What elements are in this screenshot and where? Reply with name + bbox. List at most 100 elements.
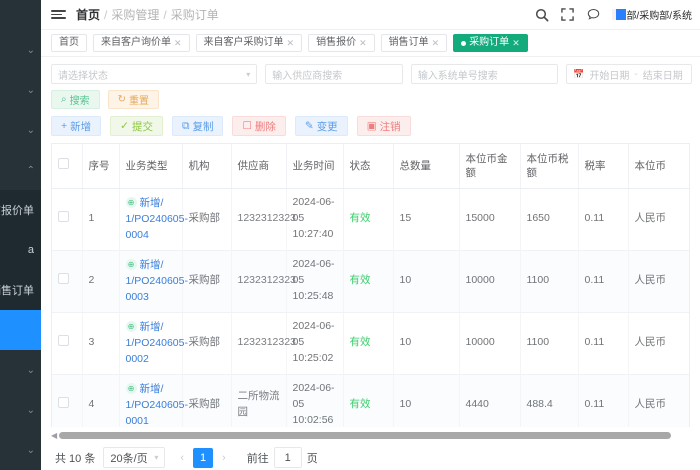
tab-customer-purchase-order[interactable]: 来自客户采购订单 ✕	[195, 34, 303, 52]
column-header-taxamount: 本位币税额	[520, 144, 579, 189]
row-select-cell	[52, 188, 83, 251]
sidebar-item-quote[interactable]: 商报价单	[0, 190, 41, 230]
row-checkbox[interactable]	[58, 210, 69, 222]
sidebar-item-a[interactable]: a	[0, 230, 41, 270]
tab-customer-inquiry[interactable]: 来自客户询价单 ✕	[93, 34, 190, 52]
supplier-search-input[interactable]: 输入供应商搜索	[265, 64, 403, 84]
reset-button[interactable]: ↻ 重置	[107, 90, 159, 109]
breadcrumb-item-purchase-order[interactable]: 采购订单	[170, 8, 219, 22]
table-row[interactable]: 4 ⊕ 新增/ 1/PO240605-0001 采购部 二所物流园	[52, 374, 689, 427]
table-row[interactable]: 3 ⊕ 新增/ 1/PO240605-0002 采购部 123231	[52, 312, 689, 375]
next-page-button[interactable]: ›	[222, 451, 226, 464]
user-account[interactable]: 部/采购部/系统	[612, 7, 692, 22]
cell-currency: 人民币	[628, 374, 689, 427]
row-checkbox[interactable]	[58, 272, 69, 284]
cell-biztype: ⊕ 新增/ 1/PO240605-0002	[119, 312, 188, 375]
scrollbar-thumb[interactable]	[59, 432, 672, 439]
cell-index: 2	[82, 250, 120, 313]
prev-page-button[interactable]: ‹	[180, 451, 185, 464]
close-icon[interactable]: ✕	[359, 38, 367, 48]
cell-biztype-label[interactable]: 新增/	[139, 196, 164, 209]
cell-biztype-label[interactable]: 新增/	[139, 382, 164, 395]
cancel-button[interactable]: ▣ 注销	[356, 116, 411, 136]
breadcrumb-home[interactable]: 首页	[76, 8, 101, 22]
scroll-left-icon[interactable]: ◀	[51, 431, 58, 440]
status-select[interactable]: 请选择状态 ▾	[51, 64, 258, 84]
sidebar-collapsed-row[interactable]: ⌄	[0, 350, 41, 390]
status-badge: 有效	[343, 188, 394, 251]
change-button[interactable]: ✎ 变更	[294, 116, 348, 136]
tab-label: 首页	[59, 37, 79, 48]
cell-currency: 人民币	[628, 188, 689, 251]
row-checkbox[interactable]	[58, 334, 69, 346]
delete-button[interactable]: ☐ 删除	[232, 116, 286, 136]
message-icon[interactable]	[586, 7, 601, 22]
date-range-picker[interactable]: 📅 开始日期 - 结束日期	[566, 64, 693, 84]
cell-time: 2024-06-05 10:25:02	[286, 312, 344, 375]
page-size-select[interactable]: 20条/页 ▾	[103, 447, 166, 468]
sidebar-collapsed-row[interactable]: ⌄	[0, 30, 41, 70]
cell-biztype-code[interactable]: 1/PO240605-0002	[125, 336, 188, 366]
select-all-checkbox[interactable]	[58, 158, 69, 170]
sidebar-item-active[interactable]	[0, 310, 41, 350]
page-jump-input[interactable]: 1	[273, 447, 302, 468]
chevron-down-icon: ▾	[246, 69, 251, 79]
sidebar-collapsed-row[interactable]: ⌄	[0, 110, 41, 150]
filter-bar: 请选择状态 ▾ 输入供应商搜索 输入系统单号搜索 📅 开始日期 - 结束日期	[41, 57, 700, 84]
table-row[interactable]: 2 ⊕ 新增/ 1/PO240605-0003 采购部 123231	[52, 250, 689, 313]
sidebar-collapsed-row[interactable]: ⌄	[0, 430, 41, 470]
close-icon[interactable]: ✕	[512, 38, 520, 48]
scrollbar-track[interactable]	[59, 432, 690, 439]
sidebar-collapsed-row[interactable]: ⌄	[0, 390, 41, 430]
cell-taxrate: 0.11	[578, 374, 629, 427]
delete-button-label: 删除	[254, 120, 276, 133]
action-button-row: + 新增 ✓ 提交 ⧉ 复制 ☐ 删除 ✎ 变更 ▣ 注销	[41, 109, 700, 143]
cell-supplier: 1232312323	[231, 188, 296, 251]
cell-biztype-code[interactable]: 1/PO240605-0004	[125, 212, 188, 242]
sidebar-item-sales-order[interactable]: 商销售订单	[0, 270, 41, 310]
tab-sales-order[interactable]: 销售订单 ✕	[380, 34, 448, 52]
cell-currency: 人民币	[628, 312, 689, 375]
tab-sales-quote[interactable]: 销售报价 ✕	[308, 34, 375, 52]
page-number-1[interactable]: 1	[193, 447, 214, 468]
system-no-search-input[interactable]: 输入系统单号搜索	[410, 64, 559, 84]
cell-currency: 人民币	[628, 250, 689, 313]
system-no-search-placeholder: 输入系统单号搜索	[417, 70, 498, 82]
chevron-down-icon: ⌄	[26, 124, 35, 136]
cell-org: 采购部	[182, 312, 232, 375]
cell-biztype: ⊕ 新增/ 1/PO240605-0001	[119, 374, 188, 427]
table-body: 1 ⊕ 新增/ 1/PO240605-0004 采购部 123231	[52, 188, 689, 427]
copy-button[interactable]: ⧉ 复制	[171, 116, 224, 136]
table-horizontal-scrollbar[interactable]: ◀	[51, 431, 690, 440]
row-checkbox[interactable]	[58, 396, 69, 408]
close-icon[interactable]: ✕	[431, 38, 440, 48]
close-icon[interactable]: ✕	[286, 38, 295, 48]
tab-home[interactable]: 首页	[51, 34, 87, 52]
status-circle-icon: ⊕	[125, 259, 137, 271]
cell-biztype-code[interactable]: 1/PO240605-0001	[125, 398, 188, 427]
fullscreen-icon[interactable]	[560, 7, 575, 22]
search-button[interactable]: ⌕ 搜索	[51, 90, 100, 109]
cell-time: 2024-06-05 10:02:56	[286, 374, 344, 427]
sidebar-collapsed-row[interactable]: ⌃	[0, 150, 41, 190]
top-bar-actions: 部/采购部/系统	[534, 7, 692, 22]
cell-biztype-label[interactable]: 新增/	[139, 320, 164, 333]
cell-biztype-label[interactable]: 新增/	[139, 258, 164, 271]
tab-purchase-order[interactable]: 采购订单 ✕	[453, 34, 528, 52]
breadcrumb-item-purchase-mgmt[interactable]: 采购管理	[111, 8, 160, 22]
chevron-up-icon: ⌃	[26, 164, 35, 176]
cell-biztype-code[interactable]: 1/PO240605-0003	[125, 274, 188, 304]
sidebar-collapsed-row[interactable]: ⌄	[0, 70, 41, 110]
hamburger-icon[interactable]	[51, 10, 66, 19]
add-button[interactable]: + 新增	[51, 116, 102, 136]
cell-amount: 15000	[459, 188, 521, 251]
status-circle-icon: ⊕	[125, 383, 137, 395]
page-jump-unit: 页	[306, 452, 318, 465]
table-row[interactable]: 1 ⊕ 新增/ 1/PO240605-0004 采购部 123231	[52, 188, 689, 251]
chevron-down-icon: ⌄	[26, 84, 35, 96]
submit-button[interactable]: ✓ 提交	[110, 116, 163, 136]
close-icon[interactable]: ✕	[174, 38, 182, 48]
search-icon[interactable]	[534, 7, 549, 22]
cell-taxrate: 0.11	[578, 250, 629, 313]
date-range-separator: -	[634, 68, 638, 80]
